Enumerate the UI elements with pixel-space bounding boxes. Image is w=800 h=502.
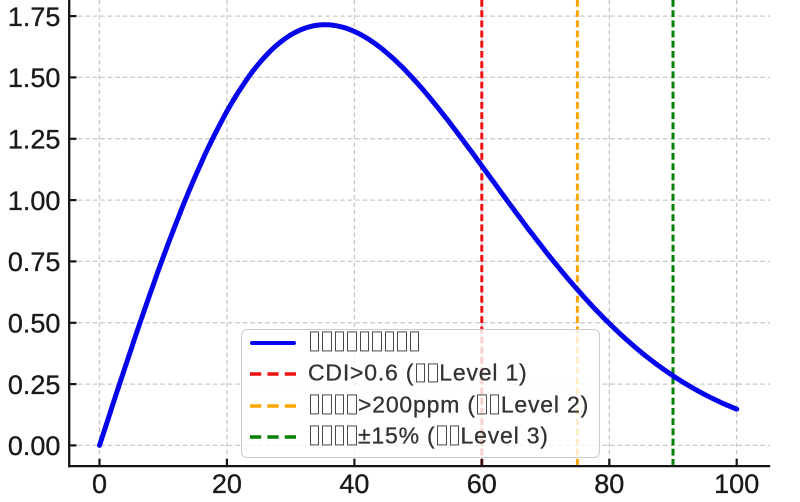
svg-text:20: 20 [212, 469, 242, 499]
svg-text:40: 40 [339, 469, 369, 499]
svg-text:0.75: 0.75 [8, 247, 61, 277]
svg-text:0: 0 [92, 469, 107, 499]
svg-text:0.50: 0.50 [8, 309, 61, 339]
svg-text:60: 60 [467, 469, 497, 499]
svg-text:80: 80 [594, 469, 624, 499]
svg-text:1.50: 1.50 [8, 63, 61, 93]
svg-text:0.00: 0.00 [8, 431, 61, 461]
svg-text:1.25: 1.25 [8, 125, 61, 155]
svg-text:0.25: 0.25 [8, 370, 61, 400]
svg-text:1.75: 1.75 [8, 2, 61, 32]
svg-text:100: 100 [714, 469, 759, 499]
svg-text:1.00: 1.00 [8, 186, 61, 216]
